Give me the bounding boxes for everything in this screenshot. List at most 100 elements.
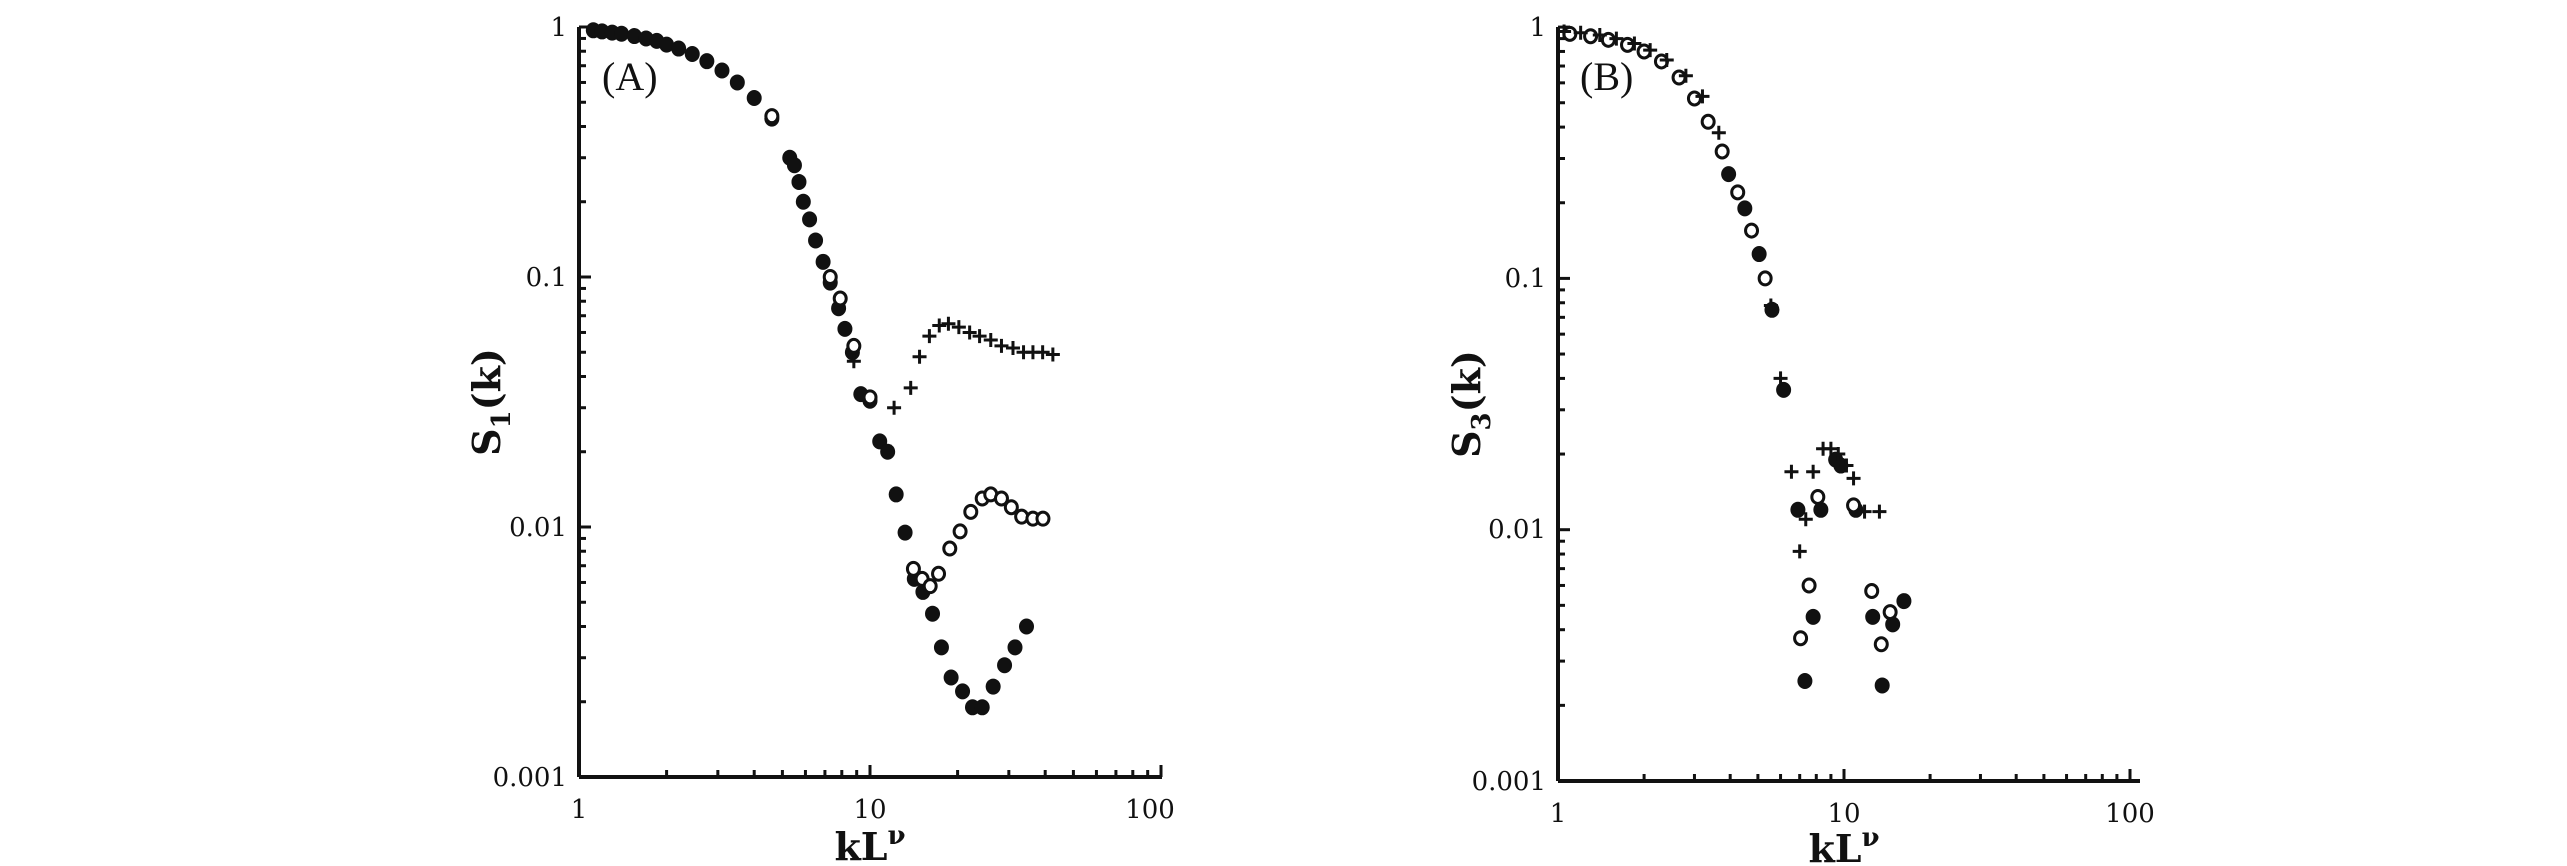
plus-point [1798, 512, 1813, 527]
plus-point [1806, 464, 1821, 479]
panel-a-x-tick-label: 10 [853, 795, 886, 825]
plus-point [1678, 68, 1693, 83]
panel-a-label: (A) [602, 54, 658, 99]
plus-point [1592, 28, 1607, 43]
filled-circle-point [1885, 616, 1901, 633]
plus-point [1839, 458, 1854, 473]
plus-point [1005, 340, 1020, 355]
panel-b-y-tick-label: 0.1 [1505, 264, 1546, 294]
filled-circle-point [1896, 593, 1912, 610]
filled-circle-point [1865, 608, 1881, 625]
open-circle-point [952, 523, 968, 540]
plus-point [994, 338, 1009, 353]
plus-point [1823, 441, 1838, 456]
plus-point [1643, 43, 1658, 58]
filled-circle-point [837, 320, 853, 337]
plus-point [912, 349, 927, 364]
panel-b-label: (B) [1580, 54, 1633, 99]
open-circle-point [822, 269, 838, 285]
plus-point [1846, 471, 1861, 486]
filled-circle-point [714, 62, 730, 79]
open-circle-point [1003, 499, 1019, 516]
filled-circle-point [925, 605, 941, 622]
filled-circle-point [684, 45, 700, 62]
filled-circle-point [795, 193, 811, 210]
plus-point [983, 332, 998, 347]
plus-point [972, 329, 987, 344]
plus-point [1763, 298, 1778, 313]
open-circle-point [1700, 113, 1716, 130]
open-circle-point [963, 503, 979, 520]
plus-point [1773, 371, 1788, 386]
filled-circle-point [614, 25, 630, 42]
plus-point [932, 318, 947, 333]
filled-circle-point [1874, 677, 1890, 694]
plus-point [1872, 504, 1887, 519]
filled-circle-point [786, 157, 802, 174]
filled-circle-point [1805, 608, 1821, 625]
open-circle-point [1846, 497, 1862, 514]
plus-point [1557, 24, 1572, 39]
filled-circle-point [974, 699, 990, 716]
filled-circle-point [626, 28, 642, 45]
panel-b-y-tick-label: 0.001 [1472, 767, 1546, 797]
panel-a-y-tick-label: 0.1 [526, 263, 567, 293]
filled-circle-point [746, 89, 762, 106]
filled-circle-point [880, 443, 896, 460]
open-circle-point [1714, 143, 1730, 160]
open-circle-point [1035, 510, 1051, 527]
plus-point [951, 320, 966, 335]
open-circle-point [1744, 222, 1760, 239]
filled-circle-point [659, 36, 675, 53]
open-circle-point [1801, 577, 1817, 594]
panel-b-y-tick-label: 1 [1529, 13, 1546, 43]
filled-circle-point [699, 53, 715, 70]
filled-circle-point [1721, 166, 1737, 183]
filled-circle-point [1751, 246, 1767, 263]
open-circle-point [1882, 604, 1898, 621]
filled-circle-point [897, 524, 913, 541]
plus-point [1784, 464, 1799, 479]
plus-point [1035, 345, 1050, 360]
filled-circle-point [1790, 501, 1806, 518]
panel-b-x-tick-label: 10 [1827, 799, 1860, 829]
panel-a-x-tick-label: 100 [1125, 795, 1175, 825]
filled-circle-point [985, 678, 1001, 695]
filled-circle-point [1007, 639, 1023, 656]
panel-a-x-tick-label: 1 [571, 795, 588, 825]
panel-a-x-axis-title: kLν [834, 821, 905, 866]
plus-point [941, 316, 956, 331]
plus-point [1573, 25, 1588, 40]
open-circle-point [993, 490, 1009, 507]
plus-point [1792, 544, 1807, 559]
open-circle-point [764, 108, 780, 125]
plus-point [1045, 347, 1060, 362]
open-circle-point [1730, 184, 1746, 201]
plus-point [1711, 125, 1726, 140]
panel-a-y-axis-title: S1(k) [464, 348, 517, 456]
plus-point [846, 354, 861, 369]
panel-a-y-tick-label: 0.01 [509, 513, 567, 543]
filled-circle-point [815, 253, 831, 270]
panel-a-y-tick-label: 0.001 [493, 763, 567, 793]
filled-circle-point [729, 74, 745, 91]
plus-point [1857, 504, 1872, 519]
filled-circle-point [1737, 200, 1753, 217]
filled-circle-point [1776, 381, 1792, 398]
plus-point [887, 400, 902, 415]
filled-circle-point [943, 669, 959, 686]
panel-b-y-tick-label: 0.01 [1488, 515, 1546, 545]
plus-point [922, 329, 937, 344]
filled-circle-point [955, 683, 971, 700]
filled-circle-point [802, 211, 818, 228]
open-circle-point [846, 337, 862, 354]
filled-circle-point [791, 173, 807, 190]
open-circle-point [1757, 270, 1773, 287]
plus-point [1627, 36, 1642, 51]
filled-circle-point [933, 639, 949, 656]
open-circle-point [905, 560, 921, 577]
filled-circle-point [888, 486, 904, 503]
filled-circle-point [671, 40, 687, 57]
